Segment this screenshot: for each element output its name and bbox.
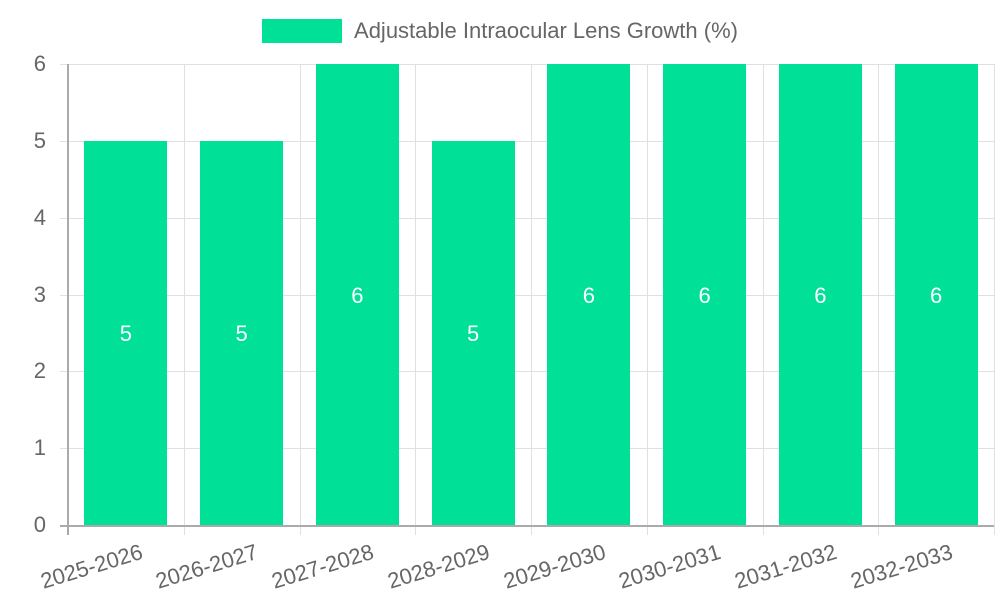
x-axis-tick-label: 2031-2032 bbox=[731, 539, 840, 594]
bar-2025-2026[interactable] bbox=[84, 140, 168, 525]
bar-value-label: 6 bbox=[814, 282, 827, 308]
bar-2030-2031[interactable] bbox=[663, 64, 747, 525]
y-axis-tick-label: 2 bbox=[33, 358, 46, 384]
gridline-vertical bbox=[415, 64, 417, 535]
gridline-vertical bbox=[994, 64, 995, 535]
gridline-vertical bbox=[878, 64, 880, 535]
y-axis-tick-label: 6 bbox=[33, 51, 46, 76]
bar-2031-2032[interactable] bbox=[778, 64, 862, 525]
legend-swatch[interactable] bbox=[262, 19, 343, 43]
gridline-horizontal bbox=[60, 140, 994, 142]
gridline-vertical bbox=[762, 64, 764, 535]
bar-2028-2029[interactable] bbox=[431, 140, 515, 525]
gridline-vertical bbox=[299, 64, 301, 535]
legend-label[interactable]: Adjustable Intraocular Lens Growth (%) bbox=[354, 18, 738, 43]
bar-value-label: 5 bbox=[119, 320, 132, 346]
bar-value-label: 6 bbox=[930, 282, 943, 308]
y-axis-tick-label: 3 bbox=[33, 281, 46, 307]
x-axis-tick-label: 2025-2026 bbox=[37, 539, 146, 594]
x-axis-tick-label: 2028-2029 bbox=[384, 539, 493, 594]
y-axis-tick-label: 5 bbox=[33, 127, 46, 153]
y-axis-tick-label: 1 bbox=[33, 435, 46, 461]
y-axis-line bbox=[67, 64, 69, 535]
bar-value-label: 5 bbox=[235, 320, 248, 346]
bar-value-label: 6 bbox=[698, 282, 711, 308]
bar-2026-2027[interactable] bbox=[200, 140, 284, 525]
x-axis-tick-label: 2026-2027 bbox=[153, 539, 261, 594]
chart-legend: Adjustable Intraocular Lens Growth (%) bbox=[0, 18, 1000, 44]
gridline-vertical bbox=[531, 64, 532, 535]
bar-2032-2033[interactable] bbox=[894, 64, 978, 525]
x-axis-line bbox=[60, 525, 994, 527]
y-axis-tick-label: 4 bbox=[33, 204, 46, 230]
x-axis-tick-label: 2032-2033 bbox=[847, 539, 956, 594]
bar-value-label: 6 bbox=[351, 282, 364, 308]
gridline-horizontal bbox=[60, 217, 994, 219]
bar-2029-2030[interactable] bbox=[547, 64, 631, 525]
bar-value-label: 6 bbox=[582, 282, 595, 308]
x-axis-tick-label: 2030-2031 bbox=[616, 539, 724, 594]
gridline-horizontal bbox=[60, 294, 994, 296]
x-axis-tick-label: 2029-2030 bbox=[500, 539, 609, 594]
y-axis-tick-label: 0 bbox=[33, 512, 46, 537]
gridline-vertical bbox=[183, 64, 185, 535]
gridline-horizontal bbox=[60, 371, 994, 373]
x-axis-tick-label: 2027-2028 bbox=[268, 539, 377, 594]
bar-value-label: 5 bbox=[467, 320, 480, 346]
gridline-vertical bbox=[646, 64, 648, 535]
bar-2027-2028[interactable] bbox=[315, 64, 399, 525]
gridline-horizontal bbox=[60, 448, 994, 450]
gridline-horizontal bbox=[60, 64, 994, 65]
